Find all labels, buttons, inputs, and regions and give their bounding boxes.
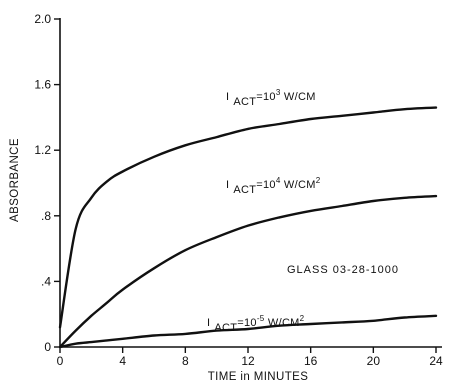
axes	[59, 18, 442, 348]
series-label-part: ACT	[233, 96, 256, 108]
series-label-part: =10	[256, 91, 276, 103]
x-axis-title: TIME in MINUTES	[208, 371, 309, 383]
curves	[58, 106, 438, 349]
y-tick-label: 1.2	[34, 143, 51, 157]
series-label-part: W/CM	[281, 179, 316, 191]
series-label-1: I ACT=103 W/CM	[226, 88, 316, 108]
series-label-part: -5	[257, 314, 265, 323]
x-tick-label: 24	[429, 354, 443, 368]
series-label-2: I ACT=104 W/CM2	[226, 176, 321, 196]
x-tick-label: 8	[182, 354, 189, 368]
series-label-part: I	[207, 317, 210, 329]
x-tick-label: 4	[119, 354, 126, 368]
series-label-part: =10	[256, 179, 276, 191]
series-label-part: 2	[316, 176, 321, 185]
series-label-part: ACT	[233, 184, 256, 196]
series-line-3	[58, 314, 438, 349]
series-label-part: I	[226, 91, 229, 103]
y-tick-label: .8	[41, 209, 51, 223]
y-tick-label: 0	[44, 340, 51, 354]
series-label-part: W/CM	[281, 91, 316, 103]
series-label-part: =10	[237, 317, 257, 329]
y-axis-title: ABSORBANCE	[9, 138, 21, 222]
x-tick-label: 12	[241, 354, 255, 368]
series-label-part: ACT	[214, 322, 237, 334]
x-tick-label: 16	[304, 354, 318, 368]
x-tick-label: 20	[367, 354, 381, 368]
series-line-1	[58, 106, 438, 329]
y-tick-label: 1.6	[34, 78, 51, 92]
series-label-3: I ACT=10-5 W/CM2	[207, 314, 305, 334]
y-tick-label: 2.0	[34, 12, 51, 26]
series-line-2	[58, 194, 438, 349]
series-label-part: 2	[300, 314, 305, 323]
series-label-part: I	[226, 179, 229, 191]
y-tick-label: .4	[41, 274, 51, 288]
x-tick-label: 0	[57, 354, 64, 368]
series-label-part: 3	[276, 88, 281, 97]
series-label-part: W/CM	[265, 317, 300, 329]
series-label-part: 4	[276, 176, 281, 185]
glass-annotation: GLASS 03-28-1000	[287, 264, 399, 276]
ticks: 0 4 8 12 16 20 240.4.81.21.62.0	[34, 12, 443, 368]
